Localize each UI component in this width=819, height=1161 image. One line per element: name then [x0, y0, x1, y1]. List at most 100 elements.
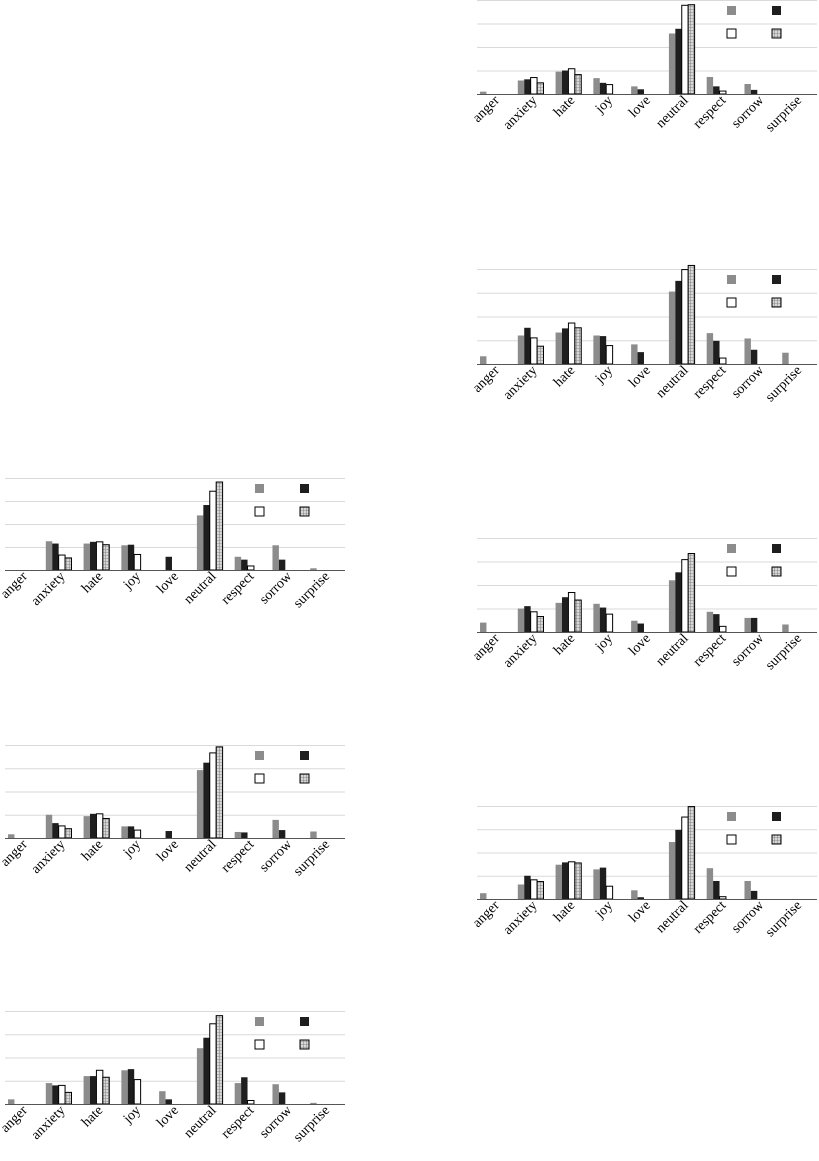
- bar-white-hate: [567, 68, 576, 95]
- x-tick-label: respect: [691, 631, 730, 670]
- x-tick-label: hate: [79, 569, 106, 596]
- bar-gray-anger: [480, 893, 487, 899]
- bar-white-joy: [605, 345, 614, 365]
- bar-gray-neutral: [196, 1048, 204, 1104]
- x-tick-label: love: [626, 898, 654, 926]
- bar-white-hate: [95, 1069, 104, 1105]
- legend-swatch-hatched: [771, 566, 782, 577]
- bar-gray-anxiety: [517, 335, 525, 364]
- x-tick-label: sorrow: [257, 1103, 296, 1142]
- x-tick-label: hate: [551, 898, 578, 925]
- bar-black-anxiety: [52, 1085, 59, 1104]
- x-tick-label: joy: [592, 363, 616, 387]
- bar-gray-respect: [706, 76, 714, 94]
- bar-gray-anxiety: [517, 80, 525, 94]
- bar-gray-surprise: [310, 568, 317, 570]
- x-tick-label: love: [154, 1103, 182, 1131]
- bar-black-respect: [713, 86, 720, 94]
- bar-white-neutral: [209, 1023, 217, 1105]
- x-tick-label: neutral: [182, 569, 220, 607]
- bar-black-sorrow: [278, 830, 286, 838]
- x-tick-label: anger: [0, 837, 31, 870]
- legend-swatch-black: [772, 544, 781, 553]
- bar-black-neutral: [675, 28, 682, 95]
- bar-black-love: [637, 623, 644, 632]
- legend-swatch-black: [772, 812, 781, 821]
- bar-white-joy: [605, 885, 614, 900]
- bar-gray-sorrow: [744, 617, 751, 632]
- bar-black-sorrow: [278, 1092, 286, 1104]
- legend-swatch-black: [772, 6, 781, 15]
- legend-swatch-black: [300, 751, 309, 760]
- bar-black-hate: [562, 328, 569, 364]
- x-tick-label: anger: [470, 93, 503, 126]
- bar-gray-anxiety: [517, 608, 525, 632]
- bar-black-neutral: [203, 1037, 210, 1104]
- bar-white-hate: [567, 592, 576, 633]
- x-tick-label: hate: [551, 631, 578, 658]
- bar-black-anxiety: [524, 79, 531, 94]
- legend-swatch-gray: [255, 751, 264, 760]
- bar-hatched-hate: [574, 599, 582, 633]
- bar-black-anxiety: [524, 875, 531, 899]
- bar-gray-hate: [555, 71, 562, 94]
- bar-gray-anger: [480, 356, 487, 364]
- bar-white-neutral: [209, 490, 217, 571]
- bar-gray-surprise: [782, 624, 789, 632]
- bar-white-respect: [247, 1100, 255, 1105]
- x-tick-label: anxiety: [501, 363, 541, 403]
- bar-black-respect: [241, 832, 248, 838]
- bar-black-neutral: [203, 762, 210, 838]
- bar-white-joy: [133, 553, 142, 571]
- bar-hatched-neutral: [687, 553, 696, 633]
- bar-black-love: [637, 897, 644, 899]
- x-tick-label: anxiety: [501, 631, 541, 671]
- bar-black-hate: [90, 541, 97, 570]
- legend-swatch-black: [300, 1017, 309, 1026]
- bar-white-neutral: [681, 816, 689, 900]
- bar-gray-hate: [555, 864, 562, 899]
- x-tick-label: surprise: [763, 631, 805, 673]
- x-tick-label: anger: [470, 898, 503, 931]
- bar-gray-anger: [8, 1099, 15, 1104]
- bar-black-neutral: [675, 280, 682, 364]
- bar-black-joy: [127, 826, 135, 838]
- bar-black-joy: [599, 336, 607, 364]
- bar-gray-surprise: [310, 831, 317, 838]
- bar-gray-sorrow: [744, 880, 751, 899]
- bar-gray-neutral: [196, 770, 204, 838]
- x-tick-label: anxiety: [501, 898, 541, 938]
- legend-swatch-gray: [255, 484, 264, 493]
- bar-black-love: [637, 352, 644, 364]
- bar-hatched-neutral: [687, 806, 696, 900]
- x-tick-label: anxiety: [29, 569, 69, 609]
- x-tick-label: surprise: [291, 569, 333, 611]
- x-tick-label: love: [626, 631, 654, 659]
- bar-black-joy: [599, 607, 607, 632]
- legend-swatch-white: [254, 773, 265, 784]
- bar-gray-sorrow: [272, 1084, 279, 1104]
- bar-gray-respect: [706, 868, 714, 899]
- x-tick-label: anxiety: [501, 93, 541, 133]
- bar-hatched-hate: [102, 817, 110, 839]
- x-tick-label: anger: [470, 363, 503, 396]
- x-tick-label: sorrow: [729, 93, 768, 132]
- legend-swatch-gray: [727, 6, 736, 15]
- legend-swatch-gray: [727, 544, 736, 553]
- legend-swatch-gray: [255, 1017, 264, 1026]
- bar-black-respect: [713, 340, 720, 364]
- bar-gray-sorrow: [744, 84, 751, 94]
- x-tick-label: respect: [691, 363, 730, 402]
- bar-black-hate: [562, 862, 569, 899]
- x-tick-label: surprise: [291, 1103, 333, 1145]
- bar-black-respect: [713, 614, 720, 632]
- bar-black-hate: [562, 597, 569, 632]
- bar-hatched-anxiety: [536, 345, 544, 365]
- legend-swatch-white: [726, 566, 737, 577]
- bar-gray-joy: [593, 335, 600, 364]
- bar-gray-joy: [121, 1070, 128, 1104]
- bar-white-respect: [719, 357, 727, 365]
